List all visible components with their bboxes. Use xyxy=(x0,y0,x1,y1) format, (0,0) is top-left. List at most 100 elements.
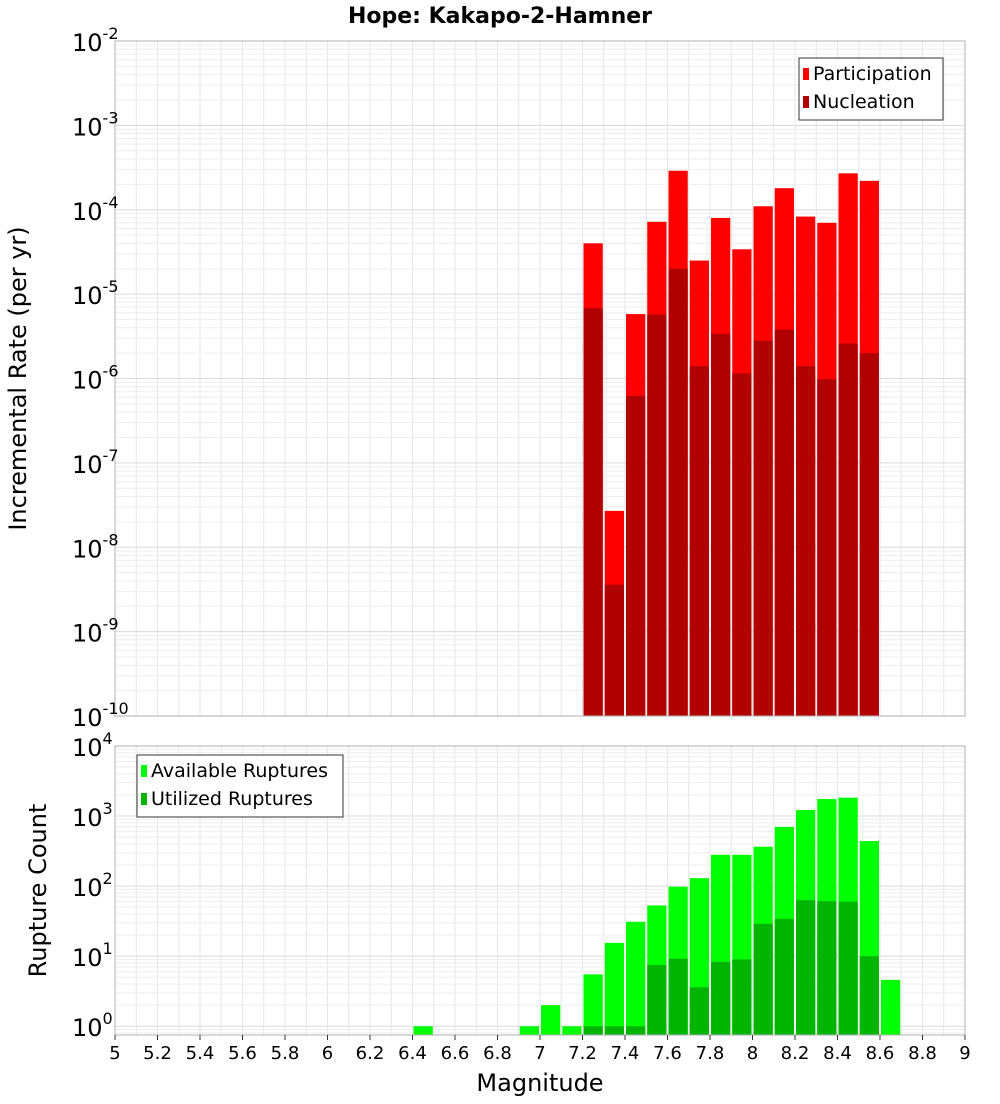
plot-frame xyxy=(114,40,966,717)
bar-available-ruptures xyxy=(626,921,646,1035)
y-tick-base: 10 xyxy=(72,535,103,563)
bar-nucleation xyxy=(774,329,794,716)
bar-utilized-ruptures xyxy=(689,987,709,1035)
bar-utilized-ruptures xyxy=(796,900,816,1035)
bar-available-ruptures xyxy=(519,1026,539,1035)
bar-nucleation xyxy=(604,584,624,716)
y-tick-label: 10-5 xyxy=(72,277,119,310)
bar-nucleation xyxy=(626,396,646,716)
x-tick-label: 7.4 xyxy=(611,1043,640,1064)
legend: Participation Nucleation xyxy=(798,57,944,121)
x-tick-label: 8.6 xyxy=(866,1043,895,1064)
x-tick-label: 5.4 xyxy=(186,1043,215,1064)
bar-nucleation xyxy=(689,366,709,716)
legend-swatch xyxy=(803,96,809,108)
legend-label: Available Ruptures xyxy=(151,760,328,782)
x-tick-label: 8.2 xyxy=(781,1043,810,1064)
bar-utilized-ruptures xyxy=(583,1026,603,1035)
bar-available-ruptures xyxy=(583,974,603,1035)
y-tick-base: 10 xyxy=(72,620,103,648)
x-tick-label: 5.6 xyxy=(228,1043,257,1064)
bar-nucleation xyxy=(668,268,688,716)
y-tick-label: 10-4 xyxy=(72,193,119,226)
y-tick-exponent: 3 xyxy=(103,799,113,818)
y-axis-label: Incremental Rate (per yr) xyxy=(4,226,32,530)
y-tick-base: 10 xyxy=(72,804,103,832)
y-tick-base: 10 xyxy=(72,367,103,395)
y-tick-base: 10 xyxy=(72,944,103,972)
y-tick-label: 10-3 xyxy=(72,108,119,141)
bar-utilized-ruptures xyxy=(711,961,731,1035)
y-tick-label: 10-2 xyxy=(72,24,119,57)
legend-box xyxy=(136,754,344,818)
y-tick-exponent: -9 xyxy=(103,615,119,634)
x-tick-label: 7.8 xyxy=(696,1043,725,1064)
y-tick-base: 10 xyxy=(72,198,103,226)
bar-available-ruptures xyxy=(604,942,624,1035)
y-tick-exponent: -4 xyxy=(103,193,119,212)
bar-utilized-ruptures xyxy=(817,901,837,1035)
legend-label: Utilized Ruptures xyxy=(151,788,313,810)
y-tick-label: 10-7 xyxy=(72,446,119,479)
y-tick-label: 102 xyxy=(72,869,113,902)
bar-utilized-ruptures xyxy=(668,958,688,1035)
bar-nucleation xyxy=(859,353,879,716)
y-tick-label: 10-9 xyxy=(72,615,119,648)
x-axis-label: Magnitude xyxy=(476,1069,603,1097)
y-tick-exponent: -5 xyxy=(103,277,119,296)
y-tick-exponent: -8 xyxy=(103,530,119,549)
legend-label: Nucleation xyxy=(813,91,915,113)
bar-utilized-ruptures xyxy=(626,1026,646,1035)
y-tick-base: 10 xyxy=(72,874,103,902)
bar-nucleation xyxy=(711,333,731,716)
y-tick-exponent: 0 xyxy=(103,1009,113,1028)
legend-box xyxy=(798,57,944,121)
bar-available-ruptures xyxy=(541,1005,561,1035)
y-axis-label: Rupture Count xyxy=(24,804,52,978)
y-tick-base: 10 xyxy=(72,451,103,479)
y-tick-exponent: -7 xyxy=(103,446,119,465)
y-tick-exponent: -3 xyxy=(103,108,119,127)
legend: Available Ruptures Utilized Ruptures xyxy=(136,754,344,818)
x-tick-label: 6 xyxy=(322,1043,333,1064)
bar-utilized-ruptures xyxy=(732,959,752,1035)
legend-swatch xyxy=(803,68,809,80)
y-tick-base: 10 xyxy=(72,704,103,732)
chart-title: Hope: Kakapo-2-Hamner xyxy=(348,4,652,29)
y-tick-label: 10-10 xyxy=(72,699,129,732)
bar-utilized-ruptures xyxy=(859,956,879,1035)
x-tick-label: 6.8 xyxy=(483,1043,512,1064)
bar-nucleation xyxy=(753,340,773,716)
legend-swatch xyxy=(141,793,147,805)
bar-utilized-ruptures xyxy=(774,918,794,1035)
x-tick-label: 8.8 xyxy=(908,1043,937,1064)
x-tick-label: 7 xyxy=(534,1043,545,1064)
y-tick-exponent: -10 xyxy=(103,699,129,718)
bar-nucleation xyxy=(732,373,752,716)
bar-utilized-ruptures xyxy=(604,1026,624,1035)
x-tick-label: 6.4 xyxy=(398,1043,427,1064)
y-tick-label: 10-8 xyxy=(72,530,119,563)
x-tick-label: 5.2 xyxy=(143,1043,172,1064)
y-tick-label: 100 xyxy=(72,1009,113,1042)
x-tick-label: 6.2 xyxy=(356,1043,385,1064)
bar-available-ruptures xyxy=(562,1026,582,1035)
y-tick-label: 10-6 xyxy=(72,362,119,395)
y-tick-base: 10 xyxy=(72,1014,103,1042)
x-tick-label: 8 xyxy=(747,1043,758,1064)
y-tick-base: 10 xyxy=(72,282,103,310)
bar-nucleation xyxy=(647,314,667,716)
x-tick-label: 5.8 xyxy=(271,1043,300,1064)
y-tick-label: 101 xyxy=(72,939,113,972)
legend-swatch xyxy=(141,765,147,777)
bar-available-ruptures xyxy=(413,1026,433,1035)
bar-nucleation xyxy=(796,366,816,716)
y-tick-exponent: 2 xyxy=(103,869,113,888)
x-tick-label: 8.4 xyxy=(823,1043,852,1064)
legend-label: Participation xyxy=(813,63,932,85)
y-tick-exponent: 4 xyxy=(103,729,113,748)
bar-utilized-ruptures xyxy=(838,901,858,1035)
